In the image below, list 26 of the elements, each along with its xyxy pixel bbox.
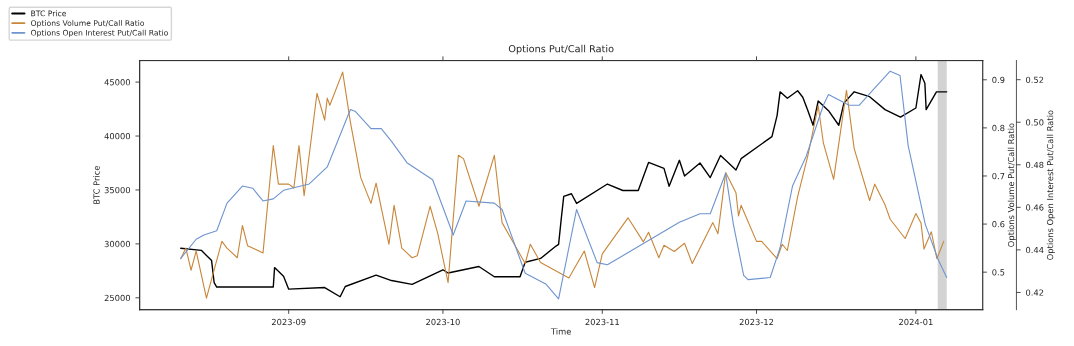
y3-axis-title: Options Open Interest Put/Call Ratio [1046, 110, 1055, 260]
y3-tick-label: 0.42 [1026, 289, 1044, 296]
y2-tick-label: 0.5 [992, 269, 1005, 276]
y3-tick-label: 0.44 [1026, 246, 1044, 254]
y-axis-title: BTC Price [93, 166, 100, 204]
x-tick-label: 2023-10 [426, 318, 460, 326]
x-axis-title: Time [550, 328, 571, 335]
y-tick-label: 30000 [104, 240, 131, 248]
x-tick-label: 2023-11 [585, 318, 619, 326]
x-tick-label: 2023-12 [739, 318, 774, 326]
y-tick-label: 45000 [104, 79, 131, 86]
y3-tick-label: 0.52 [1026, 76, 1044, 83]
y3-tick-label: 0.46 [1026, 204, 1044, 211]
y2-tick-label: 0.8 [992, 124, 1005, 132]
y2-axis-title: Options Volume Put/Call Ratio [1007, 123, 1016, 247]
y2-tick-label: 0.7 [992, 172, 1005, 180]
y2-tick-label: 0.6 [992, 221, 1005, 228]
y-tick-label: 40000 [104, 133, 131, 140]
y2-tick-label: 0.9 [992, 76, 1005, 84]
y-tick-label: 35000 [104, 186, 131, 194]
chart-title: Options Put/Call Ratio [508, 44, 614, 55]
x-tick-label: 2024-01 [899, 318, 933, 326]
y3-tick-label: 0.50 [1026, 119, 1044, 126]
y-tick-label: 25000 [104, 294, 131, 302]
y3-tick-label: 0.48 [1026, 161, 1044, 169]
x-tick-label: 2023-09 [271, 318, 306, 326]
